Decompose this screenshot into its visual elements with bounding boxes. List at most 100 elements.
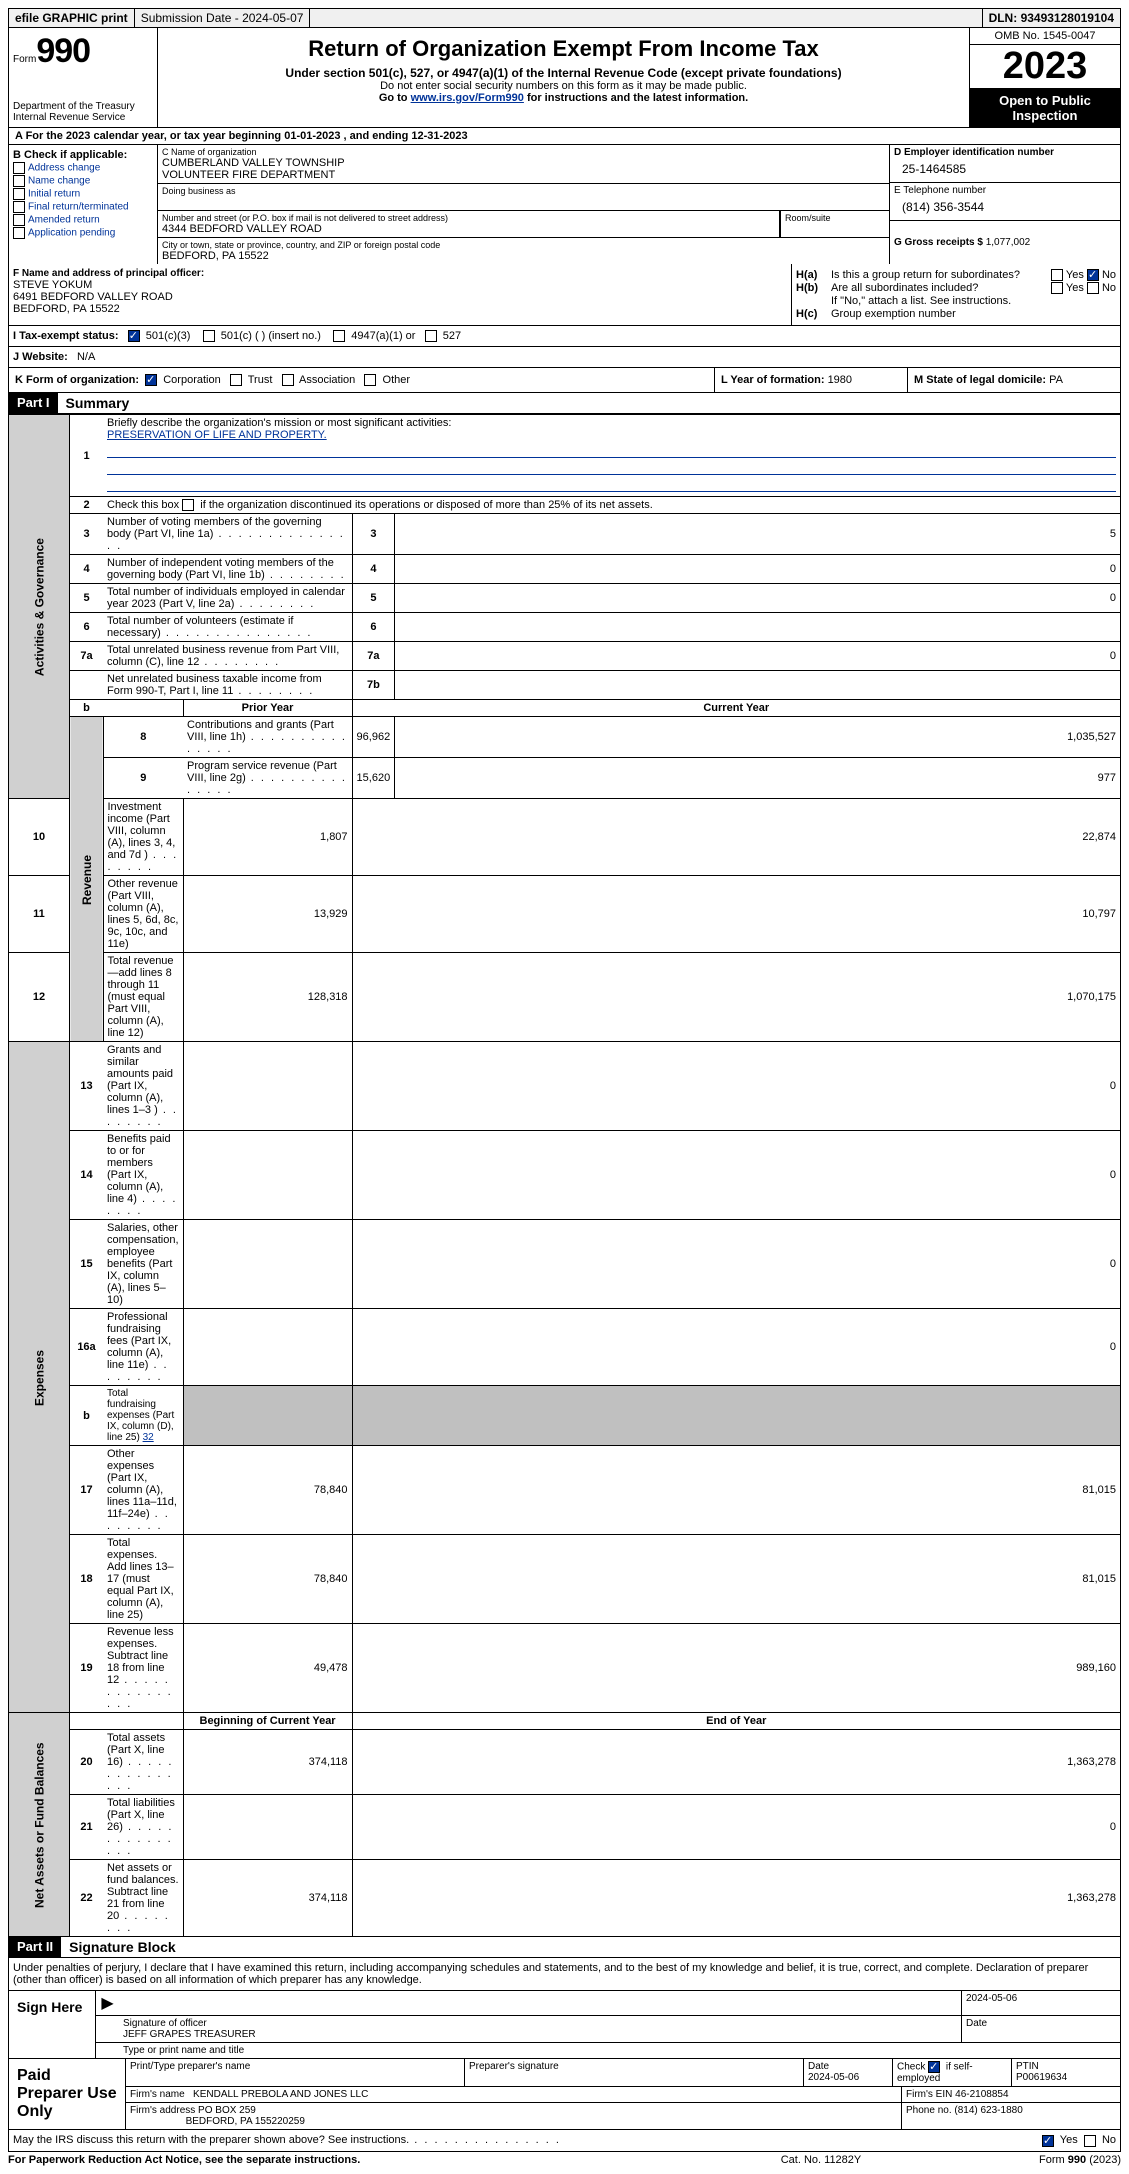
c-city-lbl: City or town, state or province, country…: [162, 240, 885, 250]
firm-ein: 46-2108854: [955, 2089, 1008, 2100]
cb-pending[interactable]: Application pending: [13, 227, 153, 239]
gross-receipts: 1,077,002: [986, 237, 1031, 248]
i-4947: 4947(a)(1) or: [351, 330, 415, 342]
k-corp-cb[interactable]: [145, 374, 157, 386]
discuss-row: May the IRS discuss this return with the…: [8, 2130, 1121, 2151]
firm-phone-lbl: Phone no.: [906, 2105, 954, 2116]
prep-date: 2024-05-06: [808, 2072, 859, 2083]
c-room-lbl: Room/suite: [785, 213, 885, 223]
officer-addr1: 6491 BEDFORD VALLEY ROAD: [13, 291, 787, 303]
sig-officer-name: JEFF GRAPES TREASURER: [123, 2029, 957, 2040]
f-lbl: F Name and address of principal officer:: [13, 268, 787, 279]
firm-phone: (814) 623-1880: [954, 2105, 1022, 2116]
state-domicile: PA: [1049, 374, 1063, 386]
sign-here-lbl: Sign Here: [9, 1991, 96, 2058]
hb-yes: Yes: [1066, 282, 1084, 294]
form-prefix: Form: [13, 54, 36, 65]
discuss-yes-cb[interactable]: [1042, 2135, 1054, 2147]
c-street-row: Number and street (or P.O. box if mail i…: [158, 211, 890, 238]
hb-yes-cb[interactable]: [1051, 282, 1063, 294]
k-assoc-cb[interactable]: [282, 374, 294, 386]
part1-header-row: Part I Summary: [8, 393, 1121, 414]
submission-cell: Submission Date - 2024-05-07: [135, 9, 311, 27]
prep-name-lbl: Print/Type preparer's name: [126, 2059, 465, 2086]
i-501c-cb[interactable]: [203, 330, 215, 342]
firm-ein-lbl: Firm's EIN: [906, 2089, 955, 2100]
arrow-icon: ▶: [96, 1991, 119, 2015]
website-value: N/A: [77, 351, 95, 363]
ha-yes-cb[interactable]: [1051, 269, 1063, 281]
submission-label: Submission Date -: [141, 11, 242, 25]
sig-officer-lbl: Signature of officer: [123, 2018, 957, 2029]
line1-cell: Briefly describe the organization's miss…: [103, 415, 1121, 497]
c-city-cell: City or town, state or province, country…: [158, 238, 890, 264]
side-expenses: Expenses: [9, 1042, 70, 1713]
ha-no-cb[interactable]: [1087, 269, 1099, 281]
line2-text2: if the organization discontinued its ope…: [197, 499, 653, 511]
c-street-cell: Number and street (or P.O. box if mail i…: [158, 211, 780, 238]
officer-name: STEVE YOKUM: [13, 279, 787, 291]
header-left: Form990 Department of the Treasury Inter…: [9, 28, 158, 127]
year-formation: 1980: [828, 374, 852, 386]
gov-row-3: 3Number of voting members of the governi…: [9, 514, 1121, 555]
line-a-mid: , and ending: [340, 130, 411, 142]
k-corp: Corporation: [163, 374, 220, 386]
i-501c: 501(c) ( ) (insert no.): [221, 330, 321, 342]
i-501c3-cb[interactable]: [128, 330, 140, 342]
g-lbl: G Gross receipts $: [894, 237, 986, 248]
c-room-cell: Room/suite: [780, 211, 890, 238]
hb-no: No: [1102, 282, 1116, 294]
cb-name-change[interactable]: Name change: [13, 175, 153, 187]
col-h: H(a) Is this a group return for subordin…: [792, 264, 1120, 325]
org-street: 4344 BEDFORD VALLEY ROAD: [162, 223, 775, 235]
hb-lbl: H(b): [796, 282, 831, 294]
cb-final-return[interactable]: Final return/terminated: [13, 201, 153, 213]
line2-text: Check this box: [107, 499, 182, 511]
self-employed-cb[interactable]: [928, 2061, 940, 2073]
g-cell: G Gross receipts $ 1,077,002: [890, 221, 1120, 250]
i-501c3: 501(c)(3): [146, 330, 191, 342]
line2-cb[interactable]: [182, 499, 194, 511]
ha-txt: Is this a group return for subordinates?: [831, 269, 1051, 281]
line-a: A For the 2023 calendar year, or tax yea…: [8, 128, 1121, 145]
opt-amended: Amended return: [28, 215, 100, 226]
c-street-lbl: Number and street (or P.O. box if mail i…: [162, 213, 775, 223]
submission-date: 2024-05-07: [242, 11, 303, 25]
k-other-cb[interactable]: [364, 374, 376, 386]
hb-no-cb[interactable]: [1087, 282, 1099, 294]
k-cell: K Form of organization: Corporation Trus…: [9, 368, 715, 392]
ssn-note: Do not enter social security numbers on …: [162, 80, 965, 92]
header-mid: Return of Organization Exempt From Incom…: [158, 28, 969, 127]
col-c: C Name of organization CUMBERLAND VALLEY…: [158, 145, 890, 264]
efile-label[interactable]: efile GRAPHIC print: [9, 9, 135, 27]
i-527-cb[interactable]: [425, 330, 437, 342]
irs-link[interactable]: www.irs.gov/Form990: [411, 92, 524, 104]
line1-lbl: Briefly describe the organization's miss…: [107, 417, 451, 429]
k-trust-cb[interactable]: [230, 374, 242, 386]
hb-txt: Are all subordinates included?: [831, 282, 1051, 294]
discuss-no-cb[interactable]: [1084, 2135, 1096, 2147]
dln-value: 93493128019104: [1021, 11, 1114, 25]
e-lbl: E Telephone number: [894, 185, 1116, 196]
cb-address-change[interactable]: Address change: [13, 162, 153, 174]
gov-row-7a: 7aTotal unrelated business revenue from …: [9, 642, 1121, 671]
firm-addr2: BEDFORD, PA 155220259: [186, 2116, 305, 2127]
prep-date-lbl: Date: [808, 2061, 829, 2072]
cb-amended[interactable]: Amended return: [13, 214, 153, 226]
rev-hdr-row: bPrior YearCurrent Year: [9, 700, 1121, 717]
officer-addr2: BEDFORD, PA 15522: [13, 303, 787, 315]
opt-initial: Initial return: [28, 189, 80, 200]
i-4947-cb[interactable]: [333, 330, 345, 342]
opt-name: Name change: [28, 176, 90, 187]
l-cell: L Year of formation: 1980: [715, 368, 908, 392]
hc-txt: Group exemption number: [831, 308, 1116, 320]
cb-initial-return[interactable]: Initial return: [13, 188, 153, 200]
form-header: Form990 Department of the Treasury Inter…: [8, 28, 1121, 128]
sig-date-lbl: Date: [962, 2016, 1120, 2042]
dln-cell: DLN: 93493128019104: [982, 9, 1120, 27]
m-lbl: M State of legal domicile:: [914, 374, 1049, 386]
line-a-pre: A For the 2023 calendar year, or tax yea…: [15, 130, 284, 142]
col-f: F Name and address of principal officer:…: [9, 264, 792, 325]
tax-year: 2023: [970, 45, 1120, 89]
type-name-lbl: Type or print name and title: [119, 2043, 1120, 2058]
